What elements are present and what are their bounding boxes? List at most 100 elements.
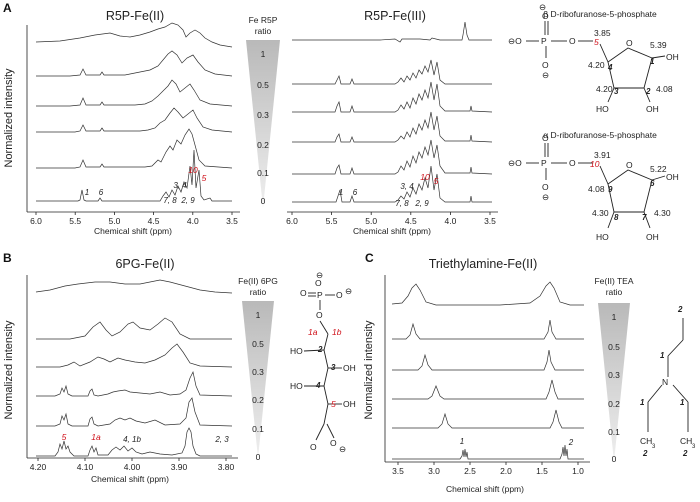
x-tick-label: 4.5 bbox=[405, 216, 417, 226]
x-tick-label: 1.0 bbox=[572, 466, 584, 476]
ratio-header: Fe(II) TEA bbox=[594, 276, 633, 286]
x-tick-label: 3.5 bbox=[484, 216, 496, 226]
peak-label-red: 5 bbox=[202, 173, 207, 183]
x-tick-label: 2.0 bbox=[500, 466, 512, 476]
atom-number: 4 bbox=[315, 381, 321, 390]
peak-label: 1 bbox=[460, 437, 464, 446]
panel-b-ticks: 4.20 4.10 4.00 3.90 3.80 bbox=[30, 458, 235, 472]
x-tick-label: 2.5 bbox=[464, 466, 476, 476]
shift-value: 5.22 bbox=[650, 164, 667, 174]
atom-number-red: 5 bbox=[594, 37, 599, 47]
6pg-structure: ⊖ O O P O ⊖ O O O ⊖ HO OH HO OH 1a 1b 2 … bbox=[290, 270, 356, 454]
spectrum-c-ratio-0.3 bbox=[392, 349, 584, 371]
peak-label: 2, 9 bbox=[180, 196, 195, 205]
spectrum-a-right-ratio-1 bbox=[292, 21, 492, 43]
x-tick-label: 4.10 bbox=[77, 462, 94, 472]
shift-value: 4.30 bbox=[592, 208, 609, 218]
x-tick-label: 3.5 bbox=[226, 216, 238, 226]
panel-b-label: B bbox=[3, 251, 12, 265]
panel-a-left-ticks: 6.0 5.5 5.0 4.5 4.0 3.5 bbox=[30, 212, 238, 226]
ratio-value: 1 bbox=[612, 312, 617, 322]
shift-value: 3.91 bbox=[594, 150, 611, 160]
x-tick-label: 5.5 bbox=[69, 216, 81, 226]
panel-c-label: C bbox=[365, 251, 374, 265]
shift-value: 4.08 bbox=[656, 84, 673, 94]
panel-a-ylabel: Normalized intensity bbox=[3, 68, 15, 168]
atom: O bbox=[542, 182, 549, 192]
ratio-value: 0.3 bbox=[257, 110, 269, 120]
atom: OH bbox=[343, 363, 356, 373]
peak-label: 2 bbox=[568, 438, 574, 447]
atom: ⊖ bbox=[542, 192, 549, 202]
panel-a-right-peak-labels: 1 6 3, 4 7, 8 2, 9 10 5 bbox=[339, 172, 439, 208]
atom: ⊖O bbox=[508, 36, 522, 46]
x-tick-label: 5.5 bbox=[326, 216, 338, 226]
peak-label: 6 bbox=[99, 188, 104, 197]
x-tick-label: 3.5 bbox=[392, 466, 404, 476]
ratio-value: 0.1 bbox=[608, 427, 620, 437]
panel-c-ylabel: Normalized intensity bbox=[363, 320, 375, 420]
x-tick-label: 5.0 bbox=[365, 216, 377, 226]
spectrum-a-right-ratio-0.2 bbox=[292, 111, 493, 143]
x-tick-label: 3.80 bbox=[218, 462, 235, 472]
shift-value: 4.30 bbox=[654, 208, 671, 218]
spectrum-c-ratio-0.5 bbox=[392, 319, 584, 340]
atom-number: 9 bbox=[608, 185, 613, 194]
x-tick-label: 4.0 bbox=[187, 216, 199, 226]
atom: P bbox=[541, 158, 547, 168]
shift-value: 4.20 bbox=[588, 60, 605, 70]
atom: O bbox=[336, 290, 343, 300]
peak-label-red: 5 bbox=[62, 432, 67, 442]
ratio-value: 0 bbox=[612, 454, 617, 464]
panel-b-xlabel: Chemical shift (ppm) bbox=[91, 474, 169, 484]
atom-number: 1 bbox=[680, 398, 685, 407]
panel-a-left-peak-labels: 1 6 3, 4 7, 8 2, 9 10 5 bbox=[85, 165, 207, 205]
beta-ribofuranose-structure: β D-ribofuranose-5-phosphate ⊖O P O ⊖ O … bbox=[508, 2, 679, 114]
ratio-header: Fe R5P bbox=[249, 15, 278, 25]
spectrum-a-right-ratio-0.3 bbox=[292, 81, 493, 113]
shift-value: 4.20 bbox=[596, 84, 613, 94]
panel-c-xlabel: Chemical shift (ppm) bbox=[446, 484, 524, 494]
spectrum-c-ratio-1 bbox=[391, 281, 584, 306]
shift-value: 3.85 bbox=[594, 28, 611, 38]
ratio-gradient-triangle bbox=[598, 303, 630, 462]
atom: OH bbox=[646, 104, 659, 114]
shift-value: 5.39 bbox=[650, 40, 667, 50]
atom: N bbox=[662, 377, 668, 387]
atom: CH bbox=[640, 436, 652, 446]
spectrum-a-left-ratio-0.2 bbox=[36, 107, 233, 133]
spectrum-a-right-ratio-0.5 bbox=[292, 59, 492, 85]
atom: O bbox=[569, 158, 576, 168]
atom-number: 8 bbox=[614, 213, 619, 222]
ratio-value: 0.3 bbox=[252, 367, 264, 377]
spectrum-a-right-ratio-0.1 bbox=[292, 139, 493, 175]
ratio-value: 0.1 bbox=[252, 424, 264, 434]
panel-b-ylabel: Normalized intensity bbox=[3, 320, 15, 420]
panel-a-right-spectra bbox=[292, 21, 493, 203]
atom: P bbox=[317, 290, 323, 300]
atom: ⊖ bbox=[339, 444, 346, 454]
peak-label-red: 10 bbox=[188, 165, 198, 175]
atom-number: 2 bbox=[677, 305, 683, 314]
ratio-value: 0.2 bbox=[252, 395, 264, 405]
spectrum-b-ratio-1 bbox=[35, 279, 233, 294]
atom: HO bbox=[596, 104, 609, 114]
ratio-gradient-triangle bbox=[242, 301, 274, 458]
peak-label: 2, 9 bbox=[414, 199, 429, 208]
x-tick-label: 6.0 bbox=[30, 216, 42, 226]
peak-label: 1 bbox=[339, 188, 343, 197]
atom: O bbox=[542, 11, 549, 21]
panel-a-left-title: R5P-Fe(II) bbox=[106, 9, 164, 23]
ratio-gradient-triangle bbox=[246, 40, 280, 208]
ratio-value: 0.2 bbox=[257, 140, 269, 150]
beta-structure-title: β D-ribofuranose-5-phosphate bbox=[543, 9, 657, 19]
spectrum-c-ratio-0.2 bbox=[392, 379, 584, 400]
spectrum-a-left-ratio-0.5 bbox=[36, 50, 233, 77]
panel-c-ratio-indicator: Fe(II) TEA ratio 1 0.5 0.3 0.2 0.1 0 bbox=[594, 276, 633, 464]
peak-label-red: 1a bbox=[91, 432, 101, 442]
atom-number: 2 bbox=[682, 449, 688, 458]
alpha-structure-title: α D-ribofuranose-5-phosphate bbox=[543, 130, 657, 140]
atom-number: 2 bbox=[317, 345, 323, 354]
x-tick-label: 4.00 bbox=[124, 462, 141, 472]
